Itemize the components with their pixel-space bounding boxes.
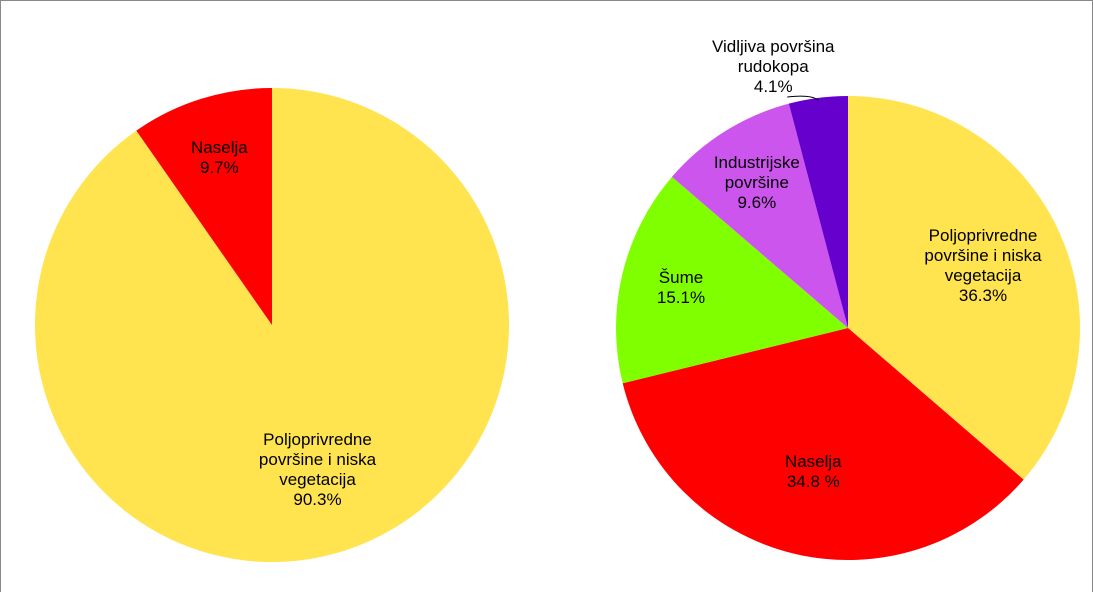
category-label: Vidljiva površina rudokopa [711,37,835,77]
value-label: 15.1% [656,288,706,308]
category-label: Industrijske površine [713,152,800,192]
pie-slice [788,96,848,328]
pie-slice [671,103,848,329]
slice-label: Naselja 9.7% [149,138,289,178]
value-label: 9.6% [737,192,777,212]
value-label: 36.3% [958,286,1008,306]
pie-slice [136,88,272,325]
category-label: Šume [658,268,704,288]
pie-slice [616,176,848,384]
slice-label: Šume 15.1% [611,268,751,308]
pie-slice [622,328,1024,560]
category-label: Naselja [784,452,842,472]
leader-line [787,95,819,101]
value-label: 4.1% [753,77,793,97]
category-label: Naselja [191,137,248,157]
slice-label: Poljoprivredne površine i niska vegetaci… [913,226,1053,306]
value-label: 90.3% [293,489,342,509]
pie-slice [848,96,1080,480]
value-label: 9.7% [200,157,239,177]
slice-label: Vidljiva površina rudokopa 4.1% [683,37,863,97]
slice-label: Naselja 34.8 % [743,452,883,492]
value-label: 34.8 % [786,472,840,492]
slice-label: Industrijske površine 9.6% [687,153,827,213]
category-label: Poljoprivredne površine i niska vegetaci… [258,429,377,489]
slice-label: Poljoprivredne površine i niska vegetaci… [248,430,388,510]
category-label: Poljoprivredne površine i niska vegetaci… [924,226,1042,286]
